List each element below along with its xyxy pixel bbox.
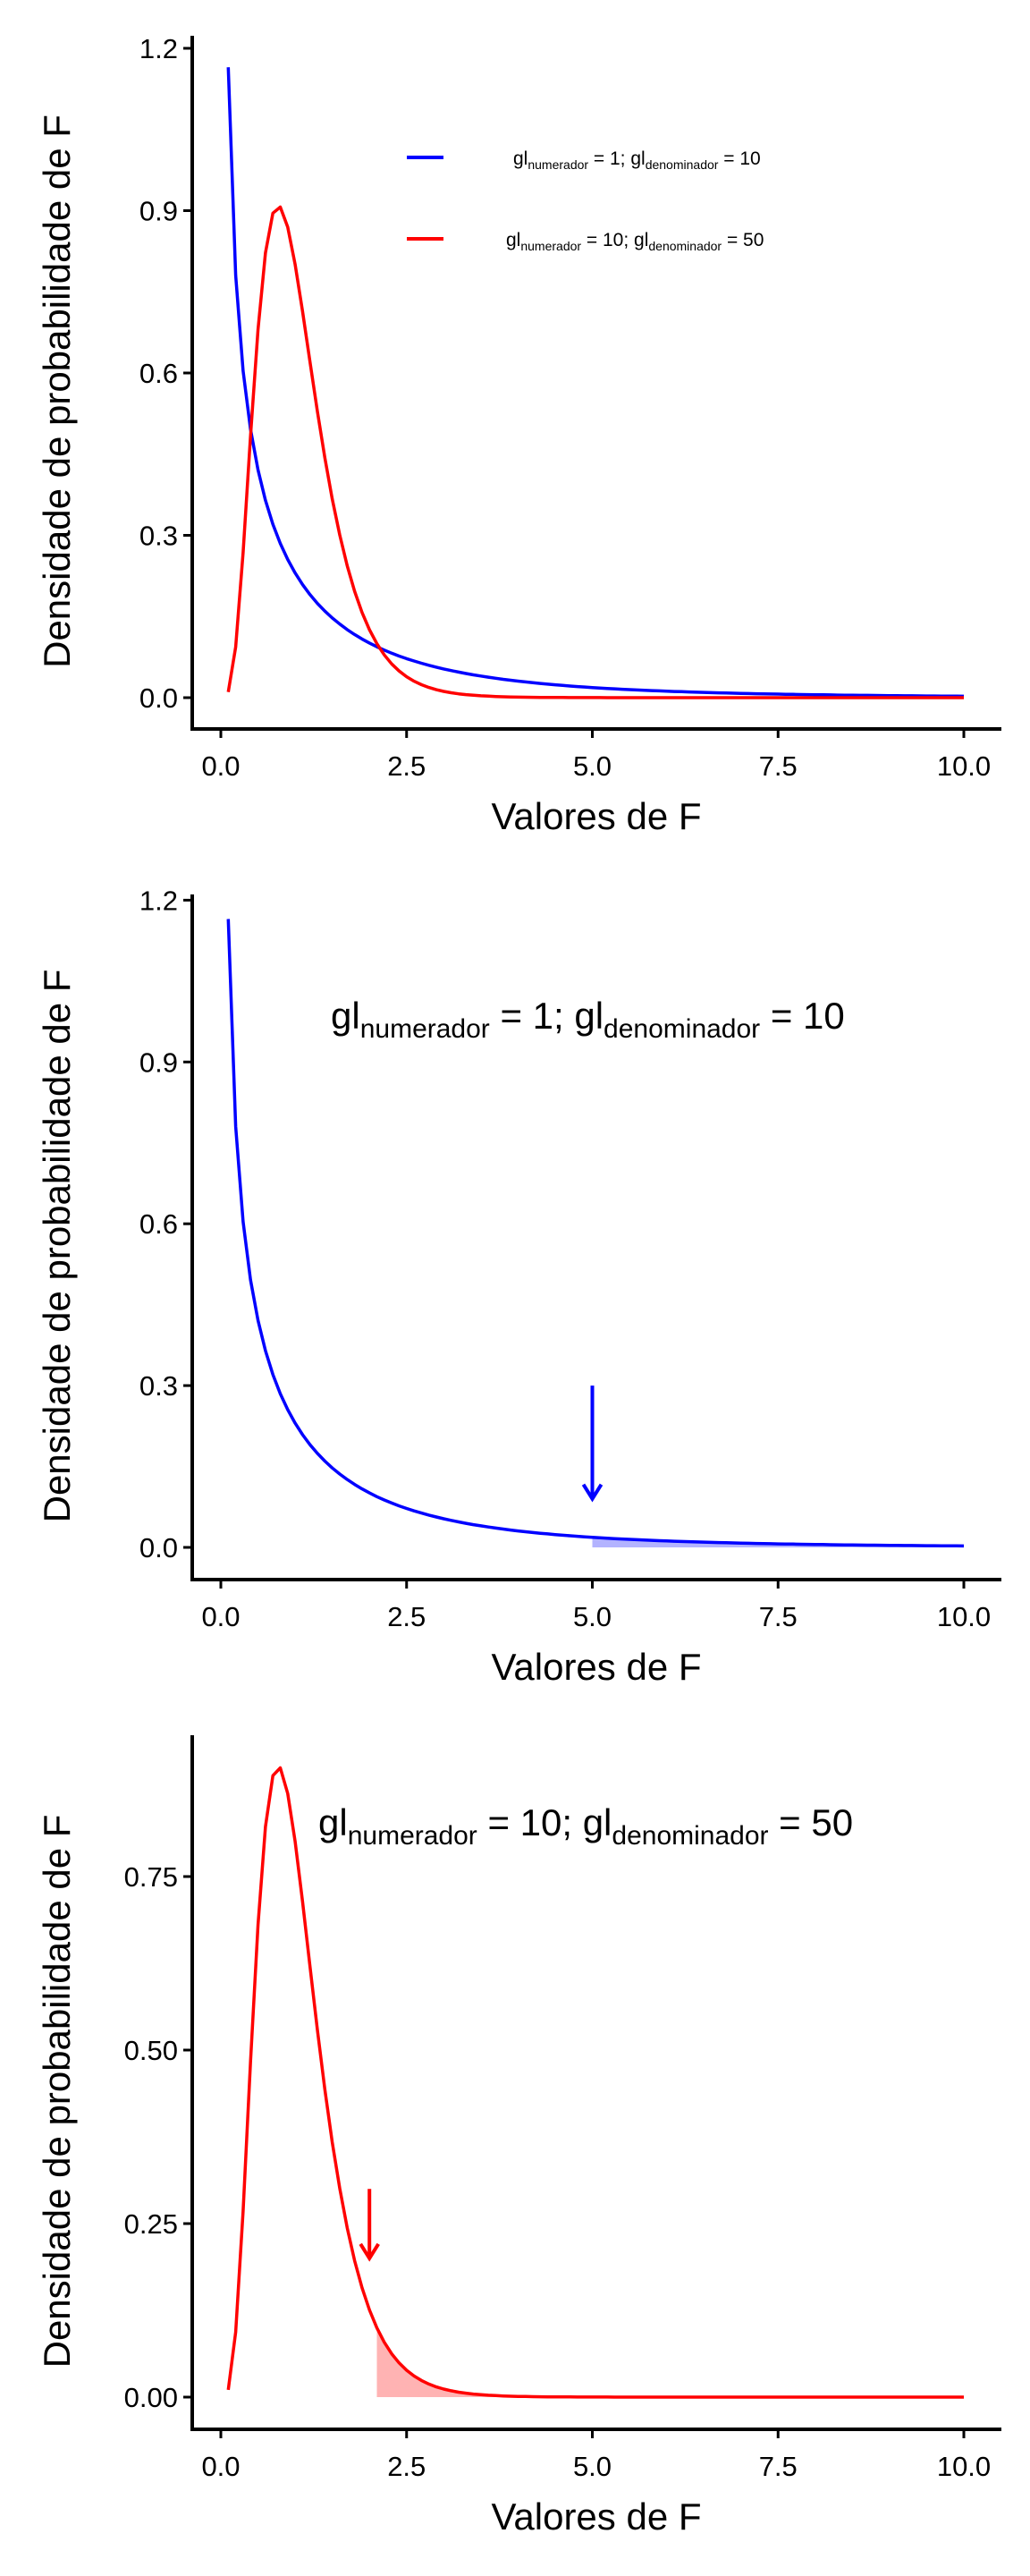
y-tick-label: 0.00 <box>124 2382 178 2413</box>
y-tick-label: 1.2 <box>139 885 178 916</box>
x-tick-label: 5.0 <box>573 750 612 782</box>
legend-text: gl <box>506 230 520 250</box>
density-line <box>226 205 964 699</box>
legend-subscript: numerador <box>520 239 581 253</box>
y-tick-label: 0.50 <box>124 2035 178 2066</box>
legend-text: = 10; gl <box>581 230 648 250</box>
density-line <box>226 919 965 1548</box>
annotation-subscript: denominador <box>604 1014 760 1044</box>
x-tick-label: 2.5 <box>387 1601 426 1632</box>
annotation-subscript: numerador <box>348 1821 477 1851</box>
legend-text: = 50 <box>722 230 764 250</box>
x-tick-label: 10.0 <box>937 750 991 782</box>
density-line <box>226 67 965 699</box>
y-axis-title: Densidade de probabilidade de F <box>36 970 78 1523</box>
annotation-text: gl <box>331 995 360 1037</box>
y-tick-label: 0.3 <box>139 521 178 552</box>
x-tick-label: 10.0 <box>937 1601 991 1632</box>
arrow-head-icon <box>359 2242 380 2262</box>
annotation-text: gl <box>318 1801 348 1843</box>
legend-text: = 1; gl <box>588 148 646 169</box>
panel-f-10-50: 0.00 0.25 0.50 0.75 0.0 2.5 5.0 7.5 10.0 Valores … <box>36 1735 1001 2538</box>
x-tick-label: 10.0 <box>937 2451 991 2482</box>
y-tick-label: 0.9 <box>139 196 178 227</box>
x-tick-label: 0.0 <box>201 750 240 782</box>
x-axis-title: Valores de F <box>492 1646 702 1688</box>
legend-text: gl <box>513 148 528 169</box>
y-tick-label: 0.75 <box>124 1861 178 1893</box>
legend-subscript: denominador <box>648 239 722 253</box>
x-axis-title: Valores de F <box>492 795 702 837</box>
x-axis-title: Valores de F <box>492 2496 702 2538</box>
legend: glnumerador = 1; gldenominador = 10 glnu… <box>407 148 764 253</box>
x-tick-label: 2.5 <box>387 2451 426 2482</box>
x-tick-label: 5.0 <box>573 2451 612 2482</box>
y-tick-label: 0.6 <box>139 1208 178 1240</box>
x-tick-label: 7.5 <box>759 2451 798 2482</box>
annotation-text: = 1; gl <box>490 995 604 1037</box>
arrow-head-icon <box>581 1483 604 1503</box>
annotation-f-10-50: glnumerador = 10; gldenominador = 50 <box>318 1801 853 1851</box>
density-line <box>226 1766 964 2399</box>
legend-label-f-10-50: glnumerador = 10; gldenominador = 50 <box>506 230 764 253</box>
legend-subscript: numerador <box>528 157 588 172</box>
y-tick-label: 0.9 <box>139 1046 178 1078</box>
panel-both-distributions: 0.0 0.3 0.6 0.9 1.2 0.0 2.5 5.0 7.5 10.0 Valores d… <box>36 33 1001 837</box>
legend-label-f-1-10: glnumerador = 1; gldenominador = 10 <box>513 148 761 172</box>
y-tick-label: 0.25 <box>124 2208 178 2240</box>
x-tick-label: 0.0 <box>201 2451 240 2482</box>
x-tick-label: 7.5 <box>759 750 798 782</box>
annotation-f-1-10: glnumerador = 1; gldenominador = 10 <box>331 995 845 1044</box>
legend-subscript: denominador <box>646 157 719 172</box>
x-tick-label: 5.0 <box>573 1601 612 1632</box>
x-tick-label: 0.0 <box>201 1601 240 1632</box>
y-tick-label: 1.2 <box>139 33 178 64</box>
legend-text: = 10 <box>718 148 760 169</box>
x-tick-label: 7.5 <box>759 1601 798 1632</box>
panel-f-1-10: 0.0 0.3 0.6 0.9 1.2 0.0 2.5 5.0 7.5 10.0 Valores d… <box>36 885 1001 1688</box>
y-tick-label: 0.6 <box>139 358 178 389</box>
y-tick-label: 0.3 <box>139 1370 178 1402</box>
annotation-subscript: numerador <box>360 1014 490 1044</box>
y-axis-title: Densidade de probabilidade de F <box>36 114 78 668</box>
annotation-subscript: denominador <box>612 1821 768 1851</box>
annotation-text: = 10 <box>760 995 845 1037</box>
x-tick-label: 2.5 <box>387 750 426 782</box>
annotation-text: = 10; gl <box>477 1801 612 1843</box>
shaded-tail-area <box>376 2327 964 2397</box>
y-tick-label: 0.0 <box>139 682 178 714</box>
y-tick-label: 0.0 <box>139 1532 178 1563</box>
y-axis-title: Densidade de probabilidade de F <box>36 1815 78 2368</box>
annotation-text: = 50 <box>769 1801 854 1843</box>
shaded-tail-area <box>592 1537 964 1547</box>
